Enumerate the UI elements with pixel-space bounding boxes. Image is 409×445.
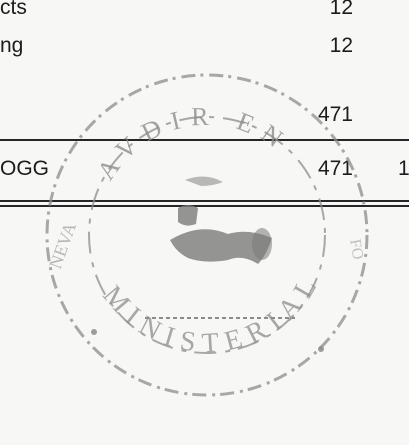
total-label: OGG bbox=[0, 157, 50, 180]
total-trailing: 1 bbox=[398, 157, 409, 180]
table-rule-bottom-double bbox=[0, 205, 409, 207]
subtotal-value: 471 bbox=[317, 103, 353, 126]
svg-text:MINISTERIAL: MINISTERIAL bbox=[96, 266, 327, 359]
row-value: 12 bbox=[329, 34, 353, 57]
stamp-emblem bbox=[145, 176, 295, 319]
table-rule-top bbox=[0, 139, 409, 141]
table-rule-bottom bbox=[0, 200, 409, 202]
svg-text:AVDIR EN: AVDIR EN bbox=[91, 102, 296, 185]
stamp-left-text: NEVA bbox=[45, 220, 80, 272]
stamp-top-text: AVDIR EN bbox=[91, 102, 286, 185]
row-label: ng bbox=[0, 34, 24, 57]
stamp-right-text: FO bbox=[346, 238, 366, 261]
total-value: 471 bbox=[317, 157, 353, 180]
stamp-bottom-text: MINISTERIAL bbox=[96, 266, 319, 359]
row-label: cts bbox=[0, 0, 27, 19]
row-value: 12 bbox=[329, 0, 353, 19]
